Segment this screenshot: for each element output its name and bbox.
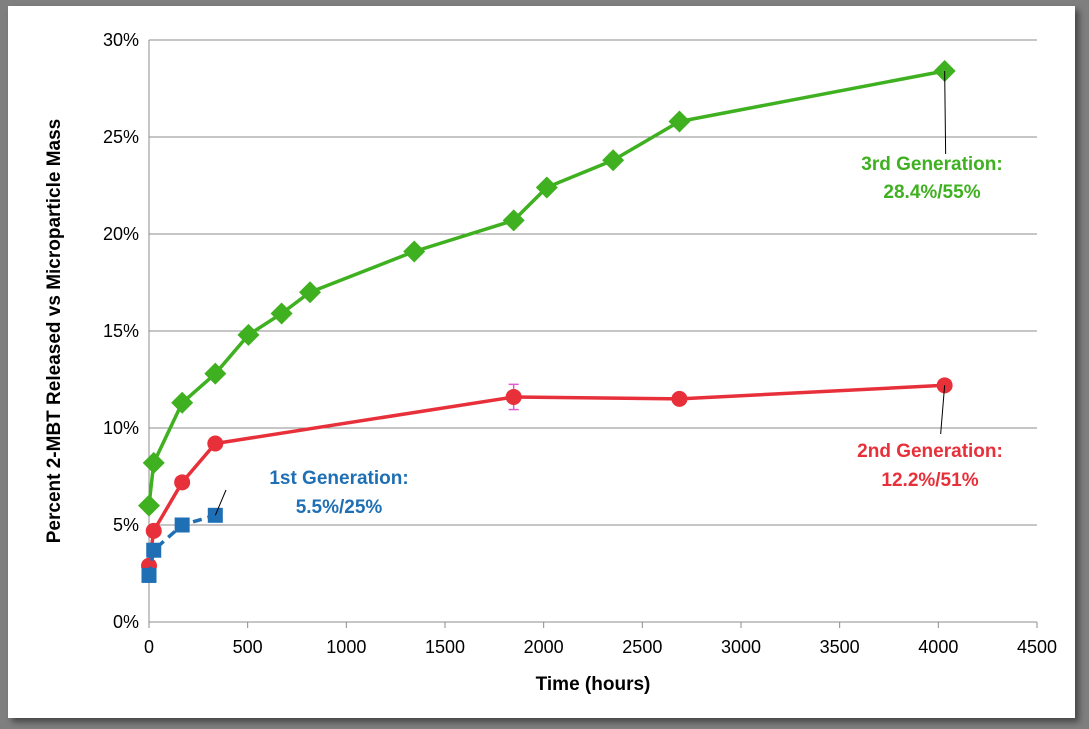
data-point-second [505,388,522,405]
x-tick-label: 2000 [524,637,564,657]
y-tick-label: 5% [113,515,139,535]
y-axis-title: Percent 2-MBT Released vs Microparticle … [44,119,65,544]
annotation-third-line1: 3rd Generation: [861,154,1002,175]
y-tick-labels: 0% 5% 10% 15% 20% 25% 30% [103,30,139,632]
x-tick-label: 1000 [326,637,366,657]
data-point-first [146,542,162,558]
gridlines [149,39,1037,526]
annotation-third-line2: 28.4%/55% [883,182,980,203]
x-tick-label: 1500 [425,637,465,657]
data-point-third [270,302,293,325]
data-point-second [174,474,191,491]
series-line-third [147,69,945,506]
data-point-third [237,323,260,346]
leader-line-third [944,71,947,155]
x-tick-label: 4500 [1017,637,1057,657]
annotation-second-line1: 2nd Generation: [857,441,1003,462]
annotation-second-line2: 12.2%/51% [881,470,978,491]
x-tick-label: 2500 [622,637,662,657]
x-tick-label: 3500 [820,637,860,657]
x-axis-title: Time (hours) [536,674,651,695]
y-tick-label: 0% [113,612,139,632]
series-first [141,507,223,583]
data-point-third [502,209,525,232]
data-point-third [171,391,194,414]
data-point-third [535,176,558,199]
leader-line-second [940,385,946,435]
x-tick-label: 500 [233,637,263,657]
x-tick-label: 3000 [721,637,761,657]
data-point-third [668,110,691,133]
y-tick-label: 10% [103,418,139,438]
series-second [141,377,953,574]
axes [148,40,1038,628]
annotations: 3rd Generation: 28.4%/55% 2nd Generation… [214,71,1003,518]
data-point-second [671,390,688,407]
y-tick-label: 20% [103,224,139,244]
data-point-third [299,281,322,304]
data-point-third [403,240,426,263]
annotation-first-line2: 5.5%/25% [296,497,383,518]
annotation-first-line1: 1st Generation: [269,468,408,489]
y-tick-label: 15% [103,321,139,341]
x-tick-labels: 0 500 1000 1500 2000 2500 3000 3500 4000 4500 [144,637,1057,657]
chart-frame: 0% 5% 10% 15% 20% 25% 30% 0 500 1000 1500 2000 2500… [8,6,1075,718]
leader-line-first [214,489,227,516]
data-point-first [141,567,157,583]
data-point-first [174,517,190,533]
data-point-third [204,362,227,385]
x-tick-label: 0 [144,637,154,657]
series-layer [138,60,956,583]
data-point-third [138,494,160,517]
data-point-third [142,451,165,474]
x-tick-label: 4000 [918,637,958,657]
line-chart: 0% 5% 10% 15% 20% 25% 30% 0 500 1000 1500 2000 2500… [44,30,1057,695]
data-point-third [602,149,625,172]
series-line-first [147,513,216,576]
y-tick-label: 30% [103,30,139,50]
series-third [138,60,956,517]
y-tick-label: 25% [103,127,139,147]
data-point-second [207,435,224,452]
data-point-second [145,522,162,539]
